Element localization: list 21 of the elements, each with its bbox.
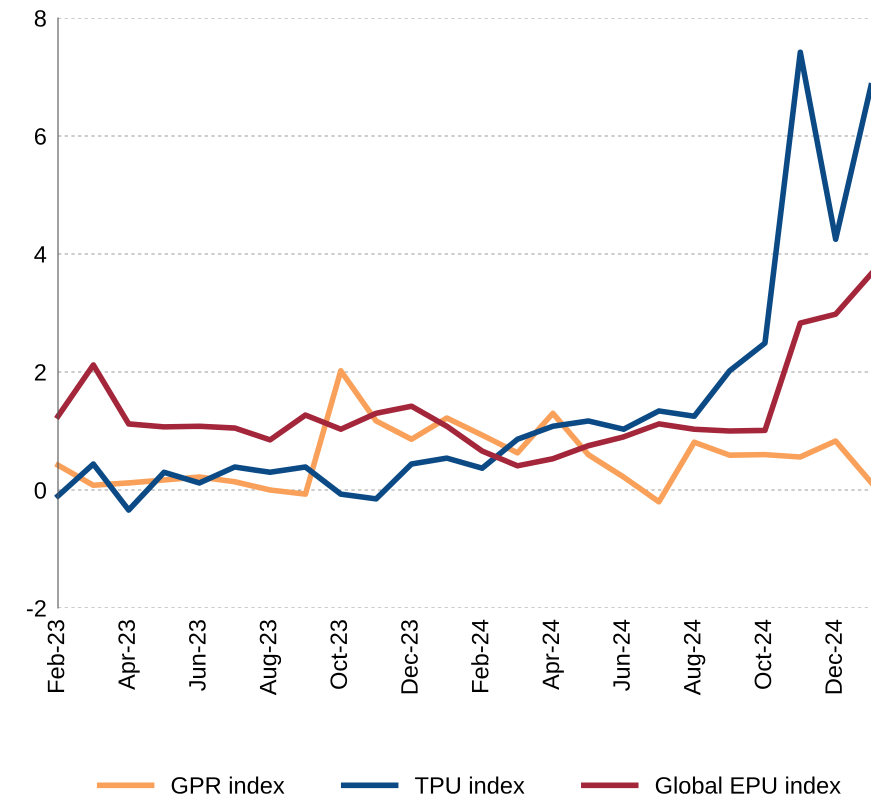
y-tick-label: 4 xyxy=(34,246,46,263)
x-tick-label: Feb-23 xyxy=(46,620,64,692)
y-tick-label: 8 xyxy=(34,10,46,27)
y-tick-label: -2 xyxy=(26,600,46,617)
y-tick-label: 0 xyxy=(34,482,46,499)
x-tick-label: Feb-24 xyxy=(471,620,489,692)
legend-label: TPU index xyxy=(415,776,525,794)
x-tick-label: Aug-24 xyxy=(684,620,706,696)
x-tick-label: Jun-24 xyxy=(613,620,630,691)
x-tick-label: Dec-23 xyxy=(401,620,418,694)
x-tick-label: Apr-23 xyxy=(118,620,140,690)
x-tick-label: Aug-23 xyxy=(260,620,282,696)
legend-label: GPR index xyxy=(172,776,284,794)
x-tick-label: Jun-23 xyxy=(189,620,206,691)
x-tick-label: Dec-24 xyxy=(825,620,842,694)
legend-label: Global EPU index xyxy=(656,776,841,794)
x-tick-label: Apr-24 xyxy=(542,620,564,690)
y-tick-label: 2 xyxy=(34,364,46,381)
x-tick-label: Oct-24 xyxy=(754,620,772,689)
y-tick-label: 6 xyxy=(34,128,46,145)
x-tick-label: Oct-23 xyxy=(330,620,348,689)
